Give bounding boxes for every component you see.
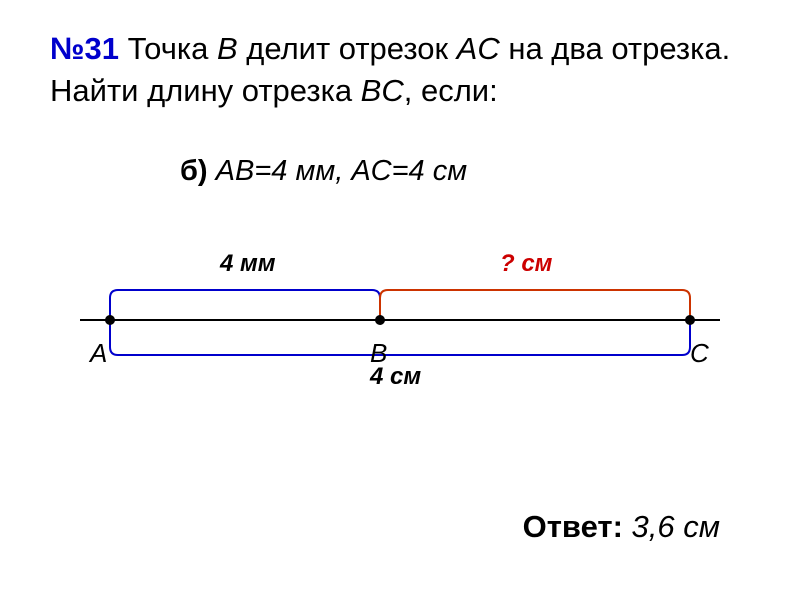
title-var-b: B [217,31,238,66]
subproblem-label: б) [180,155,208,187]
point-label-c: C [690,338,709,369]
title-text-4: , если: [404,73,498,108]
answer-label: Ответ: [523,509,623,544]
title-var-bc: BC [361,73,404,108]
subproblem-text: AB=4 мм, AC=4 см [208,155,468,187]
title-var-ac: AC [457,31,500,66]
segment-diagram: 4 мм ? см 4 см A B C [80,250,720,390]
title-text-1: Точка [119,31,217,66]
diagram-svg [80,250,720,390]
answer: Ответ: 3,6 см [523,509,720,545]
title-text-2: делит отрезок [238,31,457,66]
subproblem: б) AB=4 мм, AC=4 см [180,155,467,188]
point-label-b: B [370,338,387,369]
point-label-a: A [90,338,107,369]
problem-title: №31 Точка B делит отрезок AC на два отре… [50,28,750,112]
answer-value: 3,6 см [623,509,720,544]
problem-number: №31 [50,31,119,66]
